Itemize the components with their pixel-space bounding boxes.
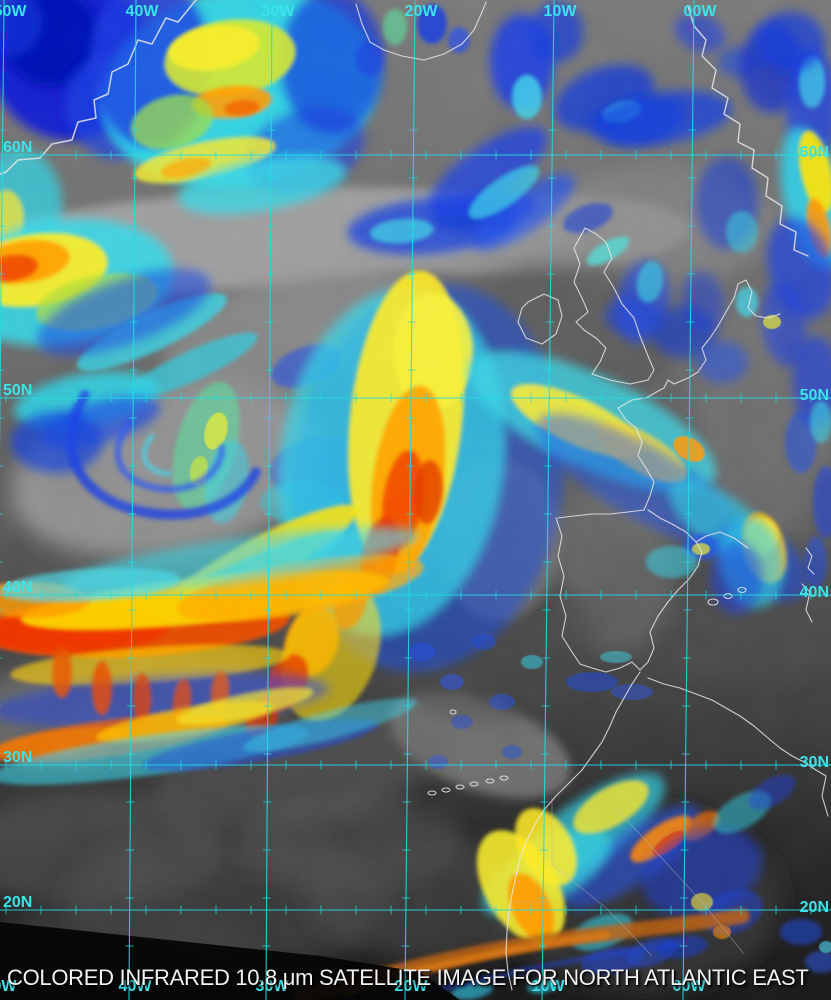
- lon-label-bottom-10W: 10W: [532, 978, 566, 995]
- coastline-britain: [573, 227, 655, 385]
- coastline-continental-europe: [617, 279, 781, 409]
- border-line: [551, 798, 653, 957]
- coastline-canary-islands: [427, 775, 509, 796]
- coastline-norway: [687, 5, 809, 257]
- border-line: [615, 807, 745, 955]
- coastline-ireland: [517, 293, 563, 345]
- latlon-grid-labels: 60N 60N 50N 50N 40N 40N 30N 30N 20N 20N 50W 50W 40W 4…: [0, 3, 829, 995]
- lon-label-top-00W: 00W: [684, 3, 718, 20]
- coastline-madeira: [449, 709, 457, 715]
- lat-label-left-30N: 30N: [3, 749, 32, 766]
- coastline-balearics: [707, 586, 747, 606]
- caption-overlay: COLORED INFRARED 10.8 μm SATELLITE IMAGE…: [7, 913, 809, 1000]
- lon-label-top-40W: 40W: [126, 3, 160, 20]
- lon-label-top-50W: 50W: [0, 3, 27, 20]
- caption-title: COLORED INFRARED 10.8 μm SATELLITE IMAGE…: [7, 965, 809, 990]
- coastline-greenland: [0, 0, 197, 175]
- lat-label-right-60N: 60N: [800, 144, 829, 161]
- meridian-line-50W: [0, 0, 5, 456]
- lat-label-left-60N: 60N: [3, 139, 32, 156]
- meridian-line-10W: [541, 0, 555, 1000]
- coastline-iberia: [555, 517, 703, 673]
- lon-label-top-20W: 20W: [405, 3, 439, 20]
- earth-limb-shadow: [0, 922, 460, 1000]
- meridian-line-40W: [128, 0, 137, 1000]
- lat-label-left-40N: 40N: [3, 579, 32, 596]
- meridian-line-00W: [682, 0, 695, 1000]
- lat-label-left-50N: 50N: [3, 382, 32, 399]
- lon-label-top-10W: 10W: [544, 3, 578, 20]
- coastline-corsica-sardinia: [801, 547, 815, 623]
- lon-label-bottom-40W: 40W: [119, 978, 153, 995]
- meridian-line-30W: [265, 0, 273, 1000]
- country-borders: [510, 798, 745, 957]
- lon-label-bottom-00W: 00W: [673, 978, 707, 995]
- lon-label-bottom-20W: 20W: [395, 978, 429, 995]
- lon-label-bottom-50W: 50W: [0, 978, 17, 995]
- lon-label-bottom-30W: 30W: [256, 978, 290, 995]
- coastline-africa-mediterranean: [647, 677, 829, 817]
- lat-label-right-20N: 20N: [800, 899, 829, 916]
- lon-label-top-30W: 30W: [262, 3, 296, 20]
- lat-label-left-20N: 20N: [3, 894, 32, 911]
- lat-label-right-30N: 30N: [800, 754, 829, 771]
- meridian-line-20W: [404, 0, 416, 1000]
- lat-label-right-40N: 40N: [800, 584, 829, 601]
- coastline-iceland: [355, 1, 487, 61]
- coastline-france-biscay: [557, 407, 655, 519]
- lat-label-right-50N: 50N: [800, 387, 829, 404]
